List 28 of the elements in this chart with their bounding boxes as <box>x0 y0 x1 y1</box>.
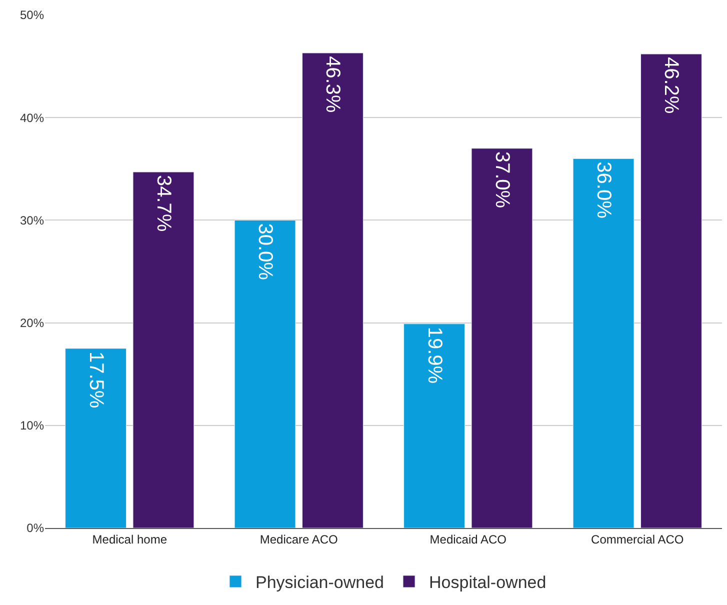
data-label: 46.2% <box>660 56 682 114</box>
y-tick-label: 30% <box>20 213 44 228</box>
legend-label: Hospital-owned <box>429 573 546 592</box>
bar <box>132 172 194 528</box>
x-tick-label: Medical home <box>92 532 168 546</box>
x-tick-label: Commercial ACO <box>591 532 684 546</box>
data-label: 37.0% <box>490 151 513 208</box>
data-label: 30.0% <box>254 223 276 280</box>
y-tick-label: 40% <box>20 110 44 125</box>
data-label: 17.5% <box>84 351 107 408</box>
data-label: 34.7% <box>152 174 174 232</box>
data-label: 19.9% <box>423 326 446 384</box>
legend-label: Physician-owned <box>256 573 384 592</box>
bar <box>302 52 364 528</box>
x-tick-label: Medicaid ACO <box>430 532 506 546</box>
bar <box>572 158 634 528</box>
y-tick-label: 50% <box>20 8 44 22</box>
bar <box>404 324 465 528</box>
bar <box>234 220 296 528</box>
bar <box>65 348 126 528</box>
y-tick-label: 10% <box>20 418 44 433</box>
bar <box>471 148 533 528</box>
x-tick-label: Medicare ACO <box>260 532 338 546</box>
data-label: 46.3% <box>322 56 344 113</box>
data-label: 36.0% <box>592 162 615 219</box>
y-tick-label: 20% <box>20 316 44 330</box>
y-tick-label: 0% <box>26 521 44 536</box>
bar <box>640 54 702 528</box>
